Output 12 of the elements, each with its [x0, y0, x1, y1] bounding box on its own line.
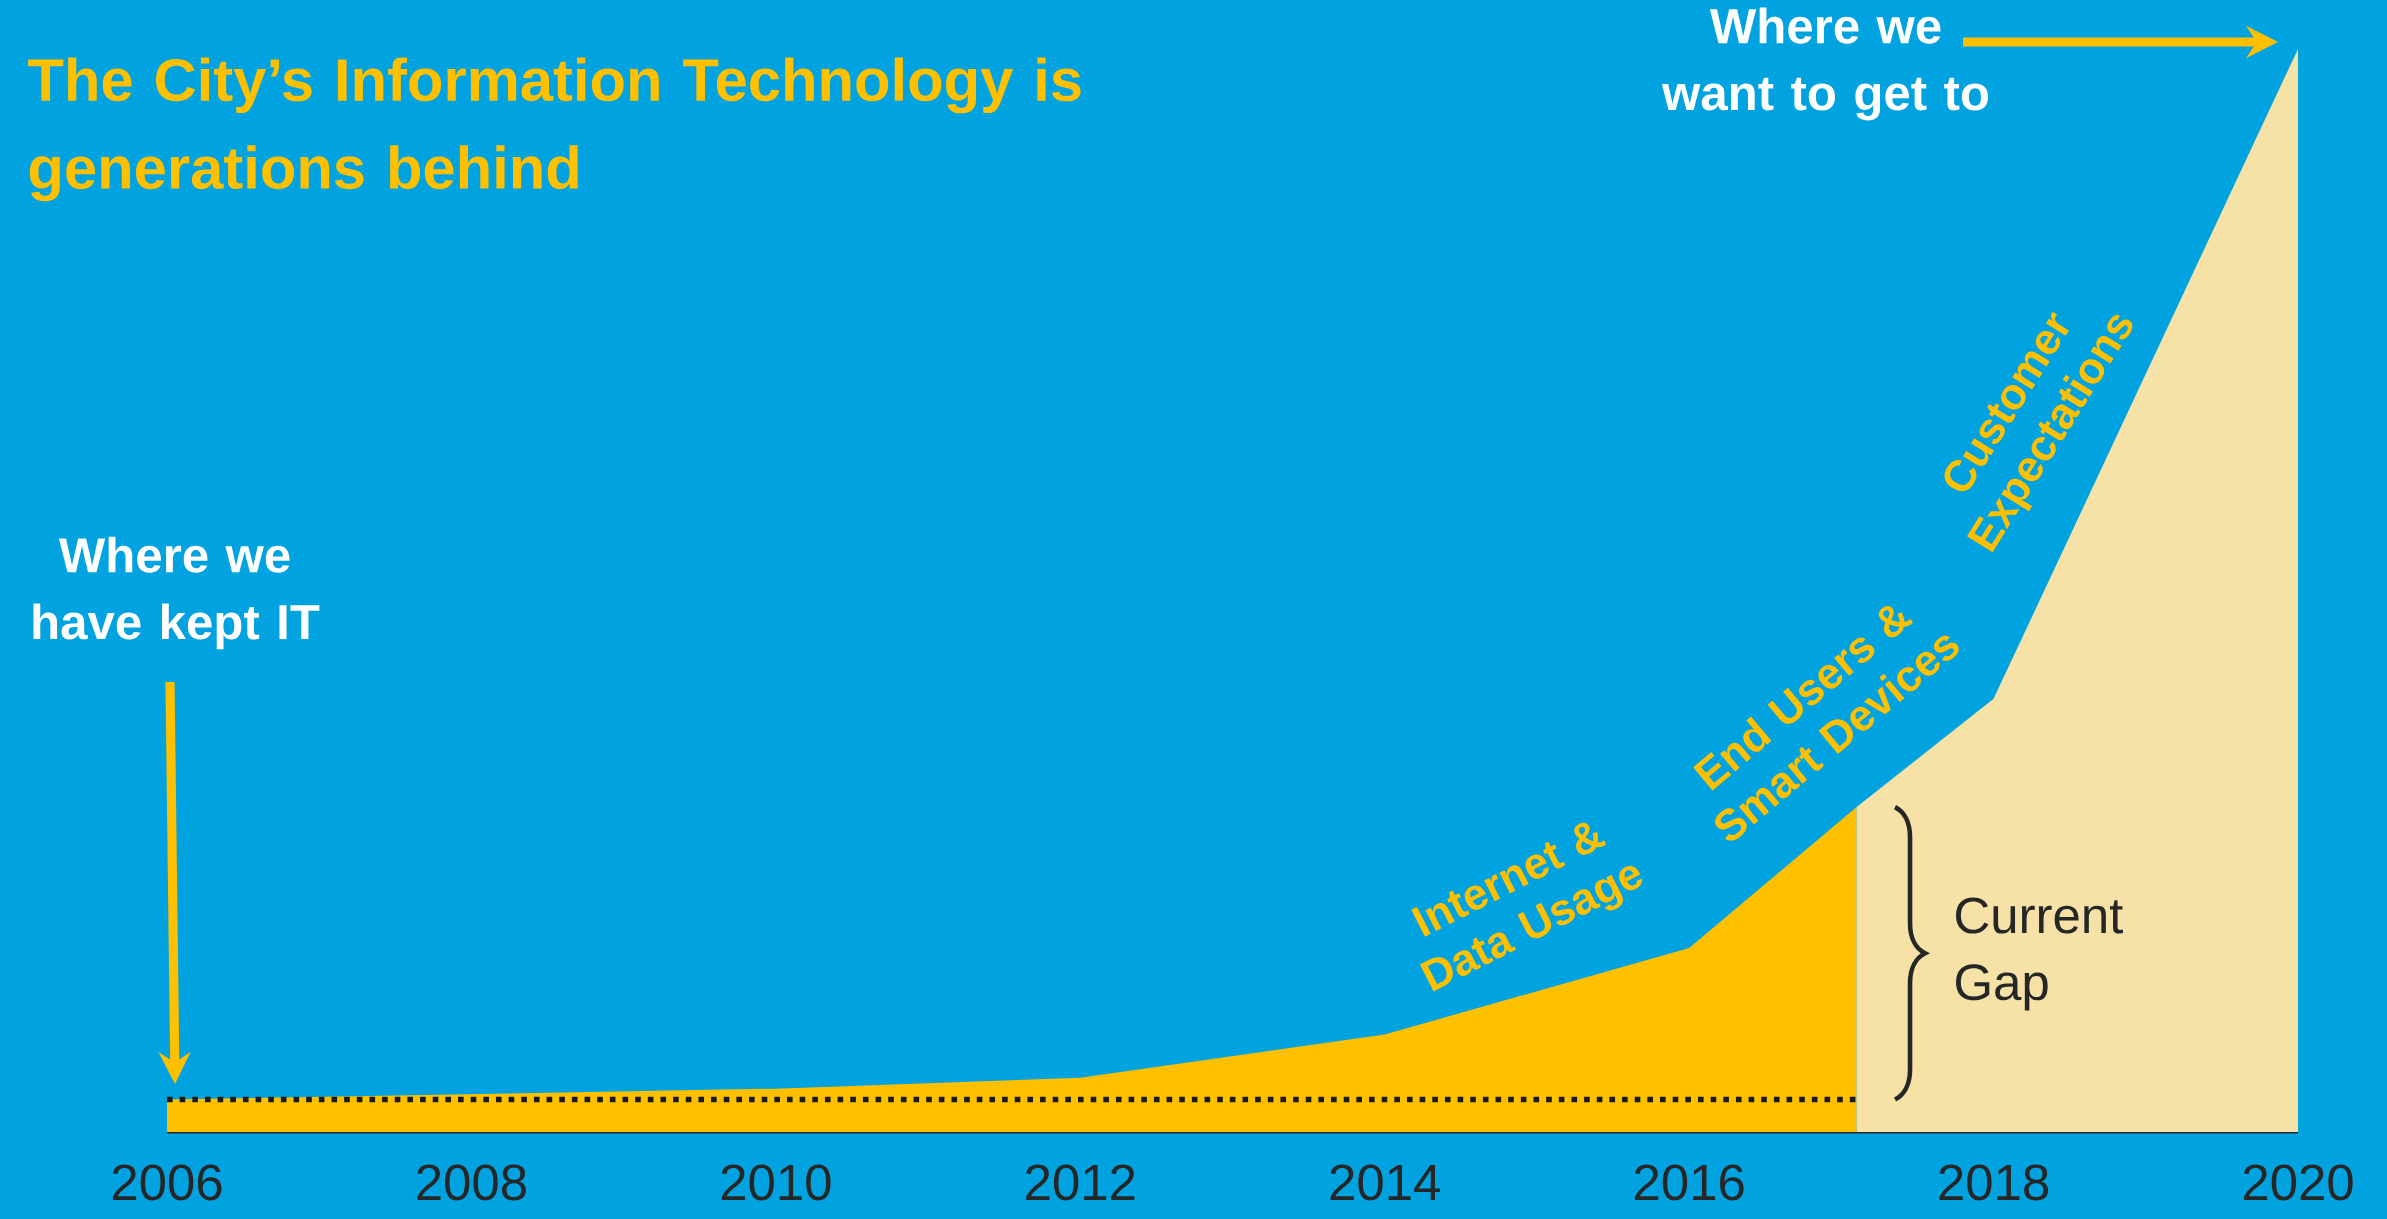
- x-tick-label: 2018: [1939, 1164, 2049, 1201]
- text: The City’s Information Technology is generations behind: [28, 57, 1081, 202]
- annotation: Where we have kept IT: [33, 536, 320, 650]
- x-tick-label: 2014: [1330, 1164, 1440, 1201]
- x-tick-label: 2020: [2243, 1164, 2353, 1201]
- x-tick-label: 2016: [1635, 1164, 1744, 1201]
- x-tick-label: 2008: [417, 1164, 526, 1201]
- x-tick-label: 2012: [1026, 1164, 1135, 1201]
- x-tick-label: 2006: [112, 1164, 222, 1201]
- annotation: Where we want to get to: [1661, 7, 1989, 121]
- x-tick-label: 2010: [721, 1164, 831, 1201]
- annotation: Current Gap: [1956, 897, 2123, 1011]
